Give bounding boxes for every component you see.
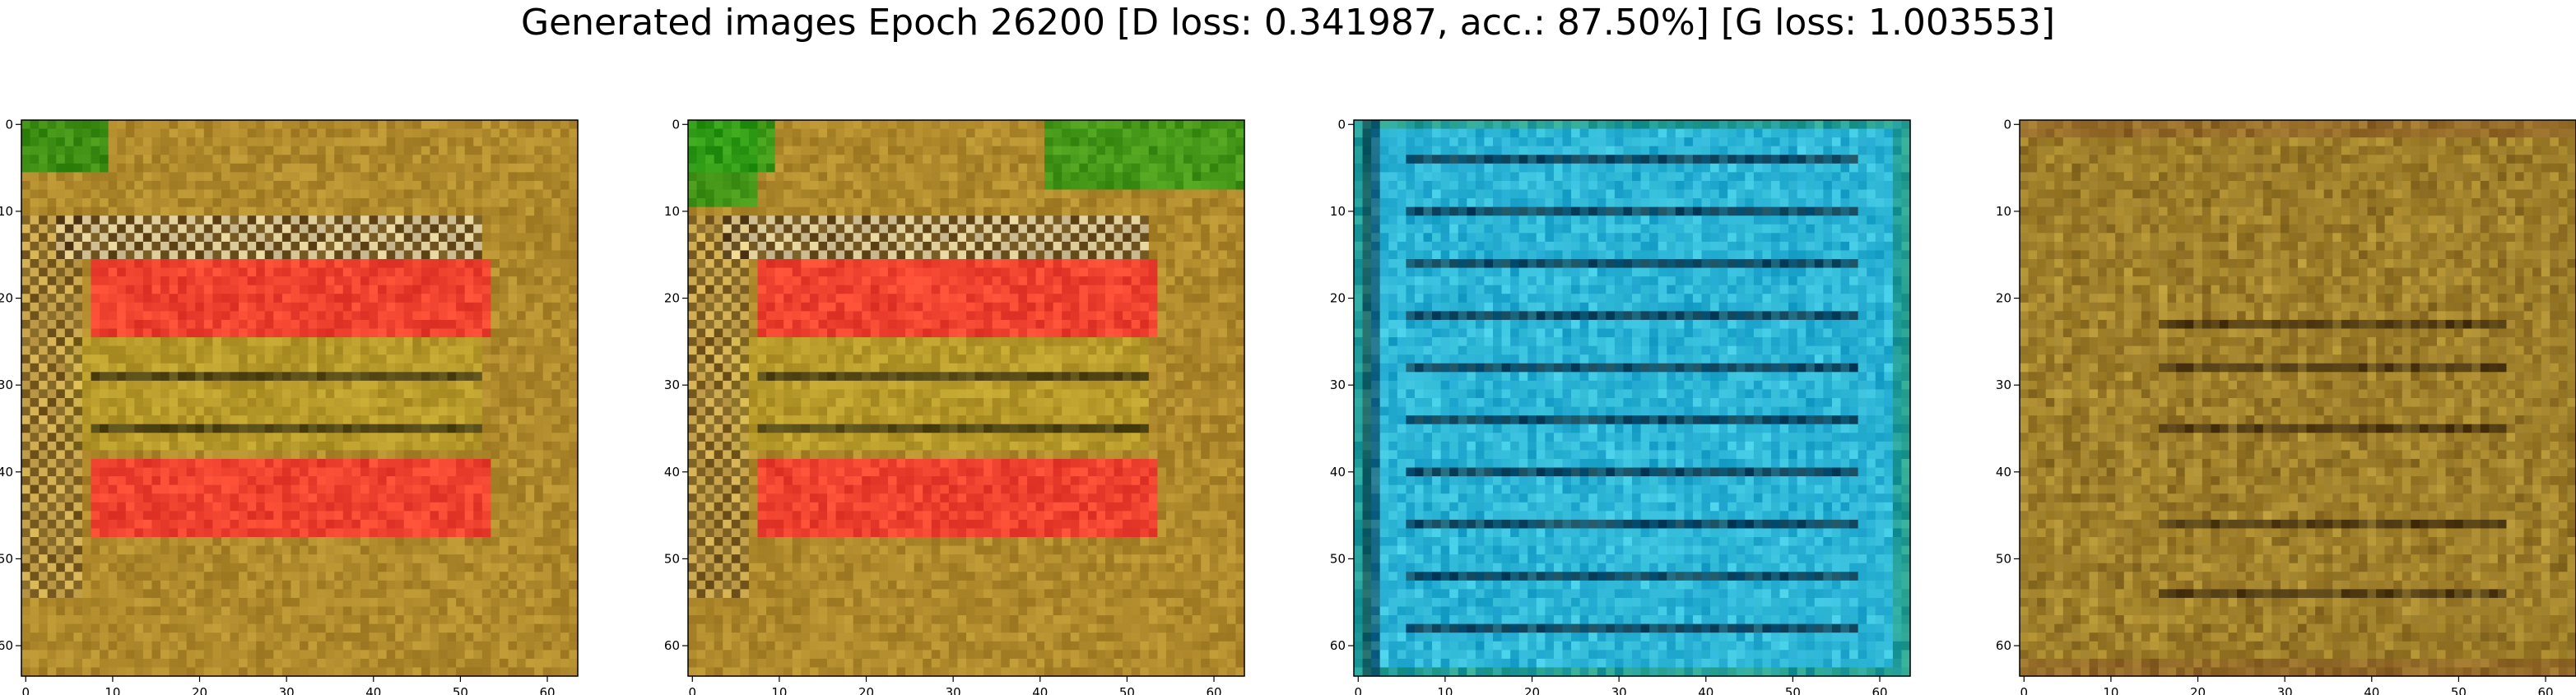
y-tick-label: 0 xyxy=(672,117,680,132)
y-tick-label: 20 xyxy=(664,291,680,306)
x-tick-label: 0 xyxy=(689,685,697,695)
y-tick-label: 0 xyxy=(1337,117,1346,132)
x-tick-label: 60 xyxy=(1872,685,1887,695)
x-tick-label: 10 xyxy=(1437,685,1453,695)
x-tick-label: 40 xyxy=(365,685,381,695)
y-tick-label: 40 xyxy=(1330,465,1346,480)
y-tick-label: 10 xyxy=(1330,204,1346,219)
y-tick-label: 60 xyxy=(1996,638,2011,653)
y-tick-label: 50 xyxy=(0,551,13,566)
y-tick-label: 30 xyxy=(664,378,680,392)
y-tick-label: 50 xyxy=(1330,551,1346,566)
generated-image-3: 0 10 20 30 40 50 60 0 10 20 30 40 50 60 xyxy=(1330,117,1911,695)
x-tick-label: 50 xyxy=(453,685,468,695)
x-tick-label: 0 xyxy=(1355,685,1363,695)
y-tick-label: 10 xyxy=(1996,204,2011,219)
y-tick-label: 30 xyxy=(1996,378,2011,392)
axes-frame xyxy=(2019,119,2576,677)
y-tick-label: 50 xyxy=(1996,551,2011,566)
x-tick-label: 40 xyxy=(1698,685,1713,695)
y-tick-label: 60 xyxy=(664,638,680,653)
x-tick-label: 30 xyxy=(2277,685,2293,695)
y-tick-label: 60 xyxy=(1330,638,1346,653)
x-tick-label: 0 xyxy=(2020,685,2029,695)
y-tick-label: 10 xyxy=(0,204,13,219)
axes-frame xyxy=(21,119,579,677)
x-tick-label: 0 xyxy=(22,685,30,695)
y-tick-label: 40 xyxy=(0,465,13,480)
y-tick-label: 40 xyxy=(1996,465,2011,480)
axes-frame xyxy=(1353,119,1911,677)
axes-frame xyxy=(687,119,1245,677)
y-tick-label: 0 xyxy=(2003,117,2011,132)
x-tick-label: 10 xyxy=(2103,685,2118,695)
x-tick-label: 30 xyxy=(279,685,295,695)
x-tick-label: 20 xyxy=(858,685,874,695)
x-tick-label: 10 xyxy=(771,685,787,695)
x-tick-label: 40 xyxy=(2364,685,2379,695)
x-tick-label: 40 xyxy=(1032,685,1048,695)
x-tick-label: 50 xyxy=(1119,685,1135,695)
y-tick-label: 0 xyxy=(5,117,13,132)
y-tick-label: 20 xyxy=(0,291,13,306)
y-tick-label: 40 xyxy=(664,465,680,480)
y-tick-label: 60 xyxy=(0,638,13,653)
figure-title: Generated images Epoch 26200 [D loss: 0.… xyxy=(520,2,2056,44)
x-tick-label: 30 xyxy=(1611,685,1627,695)
x-tick-label: 20 xyxy=(2190,685,2206,695)
generated-image-4: 0 10 20 30 40 50 60 0 10 20 30 40 50 60 xyxy=(1996,117,2576,695)
y-tick-label: 20 xyxy=(1330,291,1346,306)
x-tick-label: 20 xyxy=(1524,685,1540,695)
x-tick-label: 50 xyxy=(1785,685,1801,695)
y-tick-label: 10 xyxy=(664,204,680,219)
y-tick-label: 30 xyxy=(0,378,13,392)
generated-image-1: 0 10 20 30 40 50 60 0 10 20 30 40 50 60 xyxy=(0,117,579,695)
x-tick-label: 30 xyxy=(946,685,961,695)
x-tick-label: 20 xyxy=(192,685,207,695)
y-tick-label: 30 xyxy=(1330,378,1346,392)
y-tick-label: 20 xyxy=(1996,291,2011,306)
y-tick-label: 50 xyxy=(664,551,680,566)
x-tick-label: 60 xyxy=(539,685,555,695)
x-tick-label: 50 xyxy=(2451,685,2467,695)
generated-image-2: 0 10 20 30 40 50 60 0 10 20 30 40 50 60 xyxy=(664,117,1245,695)
x-tick-label: 60 xyxy=(1206,685,1221,695)
x-tick-label: 10 xyxy=(105,685,120,695)
x-tick-label: 60 xyxy=(2537,685,2553,695)
